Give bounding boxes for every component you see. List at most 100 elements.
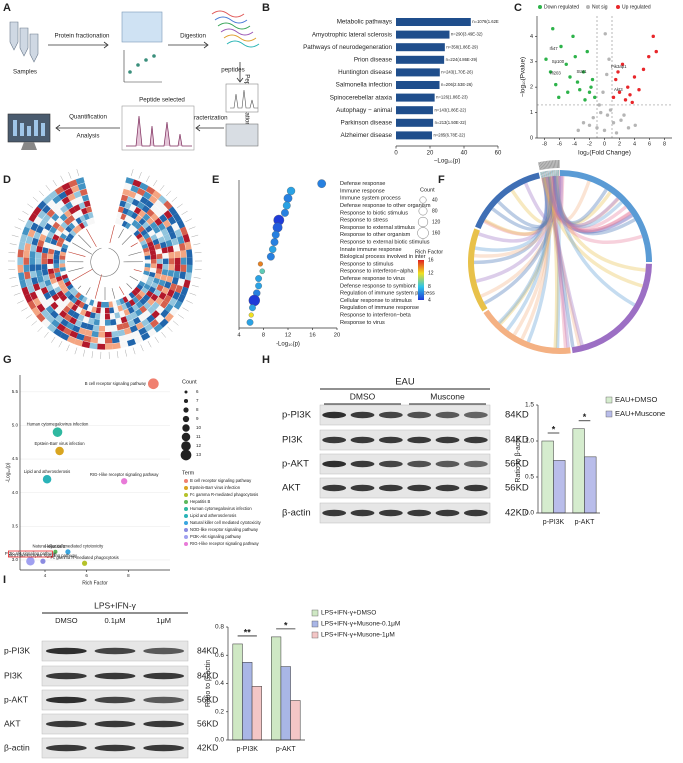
legend-label: Fc gamma R-mediated phagocytosis — [190, 492, 258, 497]
heatmap-cell — [108, 301, 114, 308]
heatmap-cell — [174, 257, 181, 265]
heatmap-cell — [24, 293, 33, 303]
heatmap-cell — [35, 269, 43, 277]
label-tick — [146, 175, 150, 183]
heatmap-cell — [45, 314, 55, 324]
legend-title: Count — [182, 379, 197, 385]
chord — [505, 177, 550, 332]
point — [641, 67, 646, 72]
category-label: Response to other organism — [340, 232, 411, 238]
heatmap-cell — [118, 219, 125, 226]
y-tick-label: 3.5 — [12, 523, 19, 528]
monitor-bar — [20, 123, 24, 136]
significance-label: * — [552, 424, 556, 434]
heatmap-cell — [159, 318, 169, 328]
chord-sector — [547, 170, 549, 177]
legend-marker — [184, 479, 188, 483]
row-label: β-actin — [4, 742, 30, 752]
bubble — [26, 557, 35, 566]
heatmap-cell — [125, 333, 134, 341]
x-tick-label: -8 — [542, 141, 547, 147]
heatmap-cell — [52, 221, 61, 230]
heatmap-cell — [182, 233, 191, 243]
label-tick — [22, 210, 29, 215]
label-tick — [193, 243, 201, 246]
heatmap-cell — [143, 301, 152, 310]
label-tick — [32, 196, 39, 202]
chord — [475, 176, 555, 283]
heatmap-cell — [150, 259, 157, 264]
point — [614, 131, 619, 135]
heatmap-cell — [144, 266, 151, 272]
heatmap-cell — [171, 237, 179, 246]
blot-band — [463, 436, 488, 444]
heatmap-cell — [174, 264, 181, 272]
heatmap-cell — [59, 266, 66, 272]
heatmap-cell — [134, 222, 142, 230]
chord — [554, 176, 646, 272]
chord — [541, 177, 620, 228]
heatmap-cell — [48, 190, 58, 200]
heatmap-cell — [46, 199, 56, 209]
peptide-strand — [226, 40, 260, 48]
dendrogram-branch — [71, 268, 93, 282]
heatmap-cell — [165, 239, 173, 248]
label-tick — [116, 351, 119, 359]
heatmap-cell — [98, 331, 105, 338]
heatmap-cell — [44, 279, 52, 287]
heatmap-cell — [131, 303, 140, 312]
x-tick-label: 4 — [237, 333, 241, 339]
heatmap-cell — [60, 247, 68, 253]
label-tick — [147, 340, 152, 348]
heatmap-cell — [117, 206, 125, 213]
heatmap-cell — [97, 337, 105, 344]
row-label: PI3K — [282, 435, 303, 446]
heatmap-cell — [80, 321, 88, 330]
label-tick — [74, 347, 78, 355]
heatmap-cell — [121, 220, 128, 228]
chord-sector — [483, 309, 571, 355]
heatmap-cell — [83, 335, 92, 343]
heatmap-cell — [120, 316, 128, 324]
heatmap-cell — [148, 286, 156, 294]
heatmap-cell — [180, 286, 189, 296]
arrow-head — [55, 124, 61, 132]
heatmap-cell — [99, 313, 105, 320]
peptide-strand — [223, 34, 257, 42]
heatmap-cell — [140, 277, 148, 284]
heatmap-cell — [55, 217, 64, 226]
category-label: Cellular response to stimulus — [340, 298, 412, 304]
point — [575, 80, 580, 84]
category-label: Metabolic pathways — [337, 19, 392, 26]
blot-band — [463, 484, 488, 492]
bubble — [52, 427, 63, 437]
heatmap-cell — [132, 179, 142, 188]
heatmap-cell — [131, 198, 140, 207]
heatmap-cell — [59, 251, 67, 257]
chord-sector — [553, 170, 554, 177]
heatmap-cell — [115, 317, 123, 325]
legend-size — [181, 432, 191, 442]
label-tick — [550, 160, 552, 169]
heatmap-cell — [111, 336, 120, 344]
heatmap-cell — [24, 271, 31, 280]
bubble — [40, 558, 46, 564]
heatmap-cell — [135, 233, 143, 240]
blot-band — [350, 509, 375, 517]
bar-annotation: n=126(1.86E-23) — [436, 95, 468, 100]
point — [605, 72, 609, 77]
label-tick — [161, 331, 167, 338]
legend-label: 7 — [196, 398, 199, 403]
category-label: Response to stress — [340, 218, 388, 224]
heatmap-cell — [54, 271, 62, 278]
legend-marker — [184, 514, 188, 518]
bar — [396, 118, 434, 127]
y-axis-label: -Log₁₀(p) — [5, 462, 11, 482]
heatmap-cell — [55, 208, 64, 218]
chord-sector — [541, 171, 544, 178]
point — [632, 75, 637, 79]
heatmap-cell — [180, 264, 187, 273]
heatmap-cell — [59, 283, 67, 291]
legend-label: Epstein-Barr virus infection — [190, 485, 241, 490]
